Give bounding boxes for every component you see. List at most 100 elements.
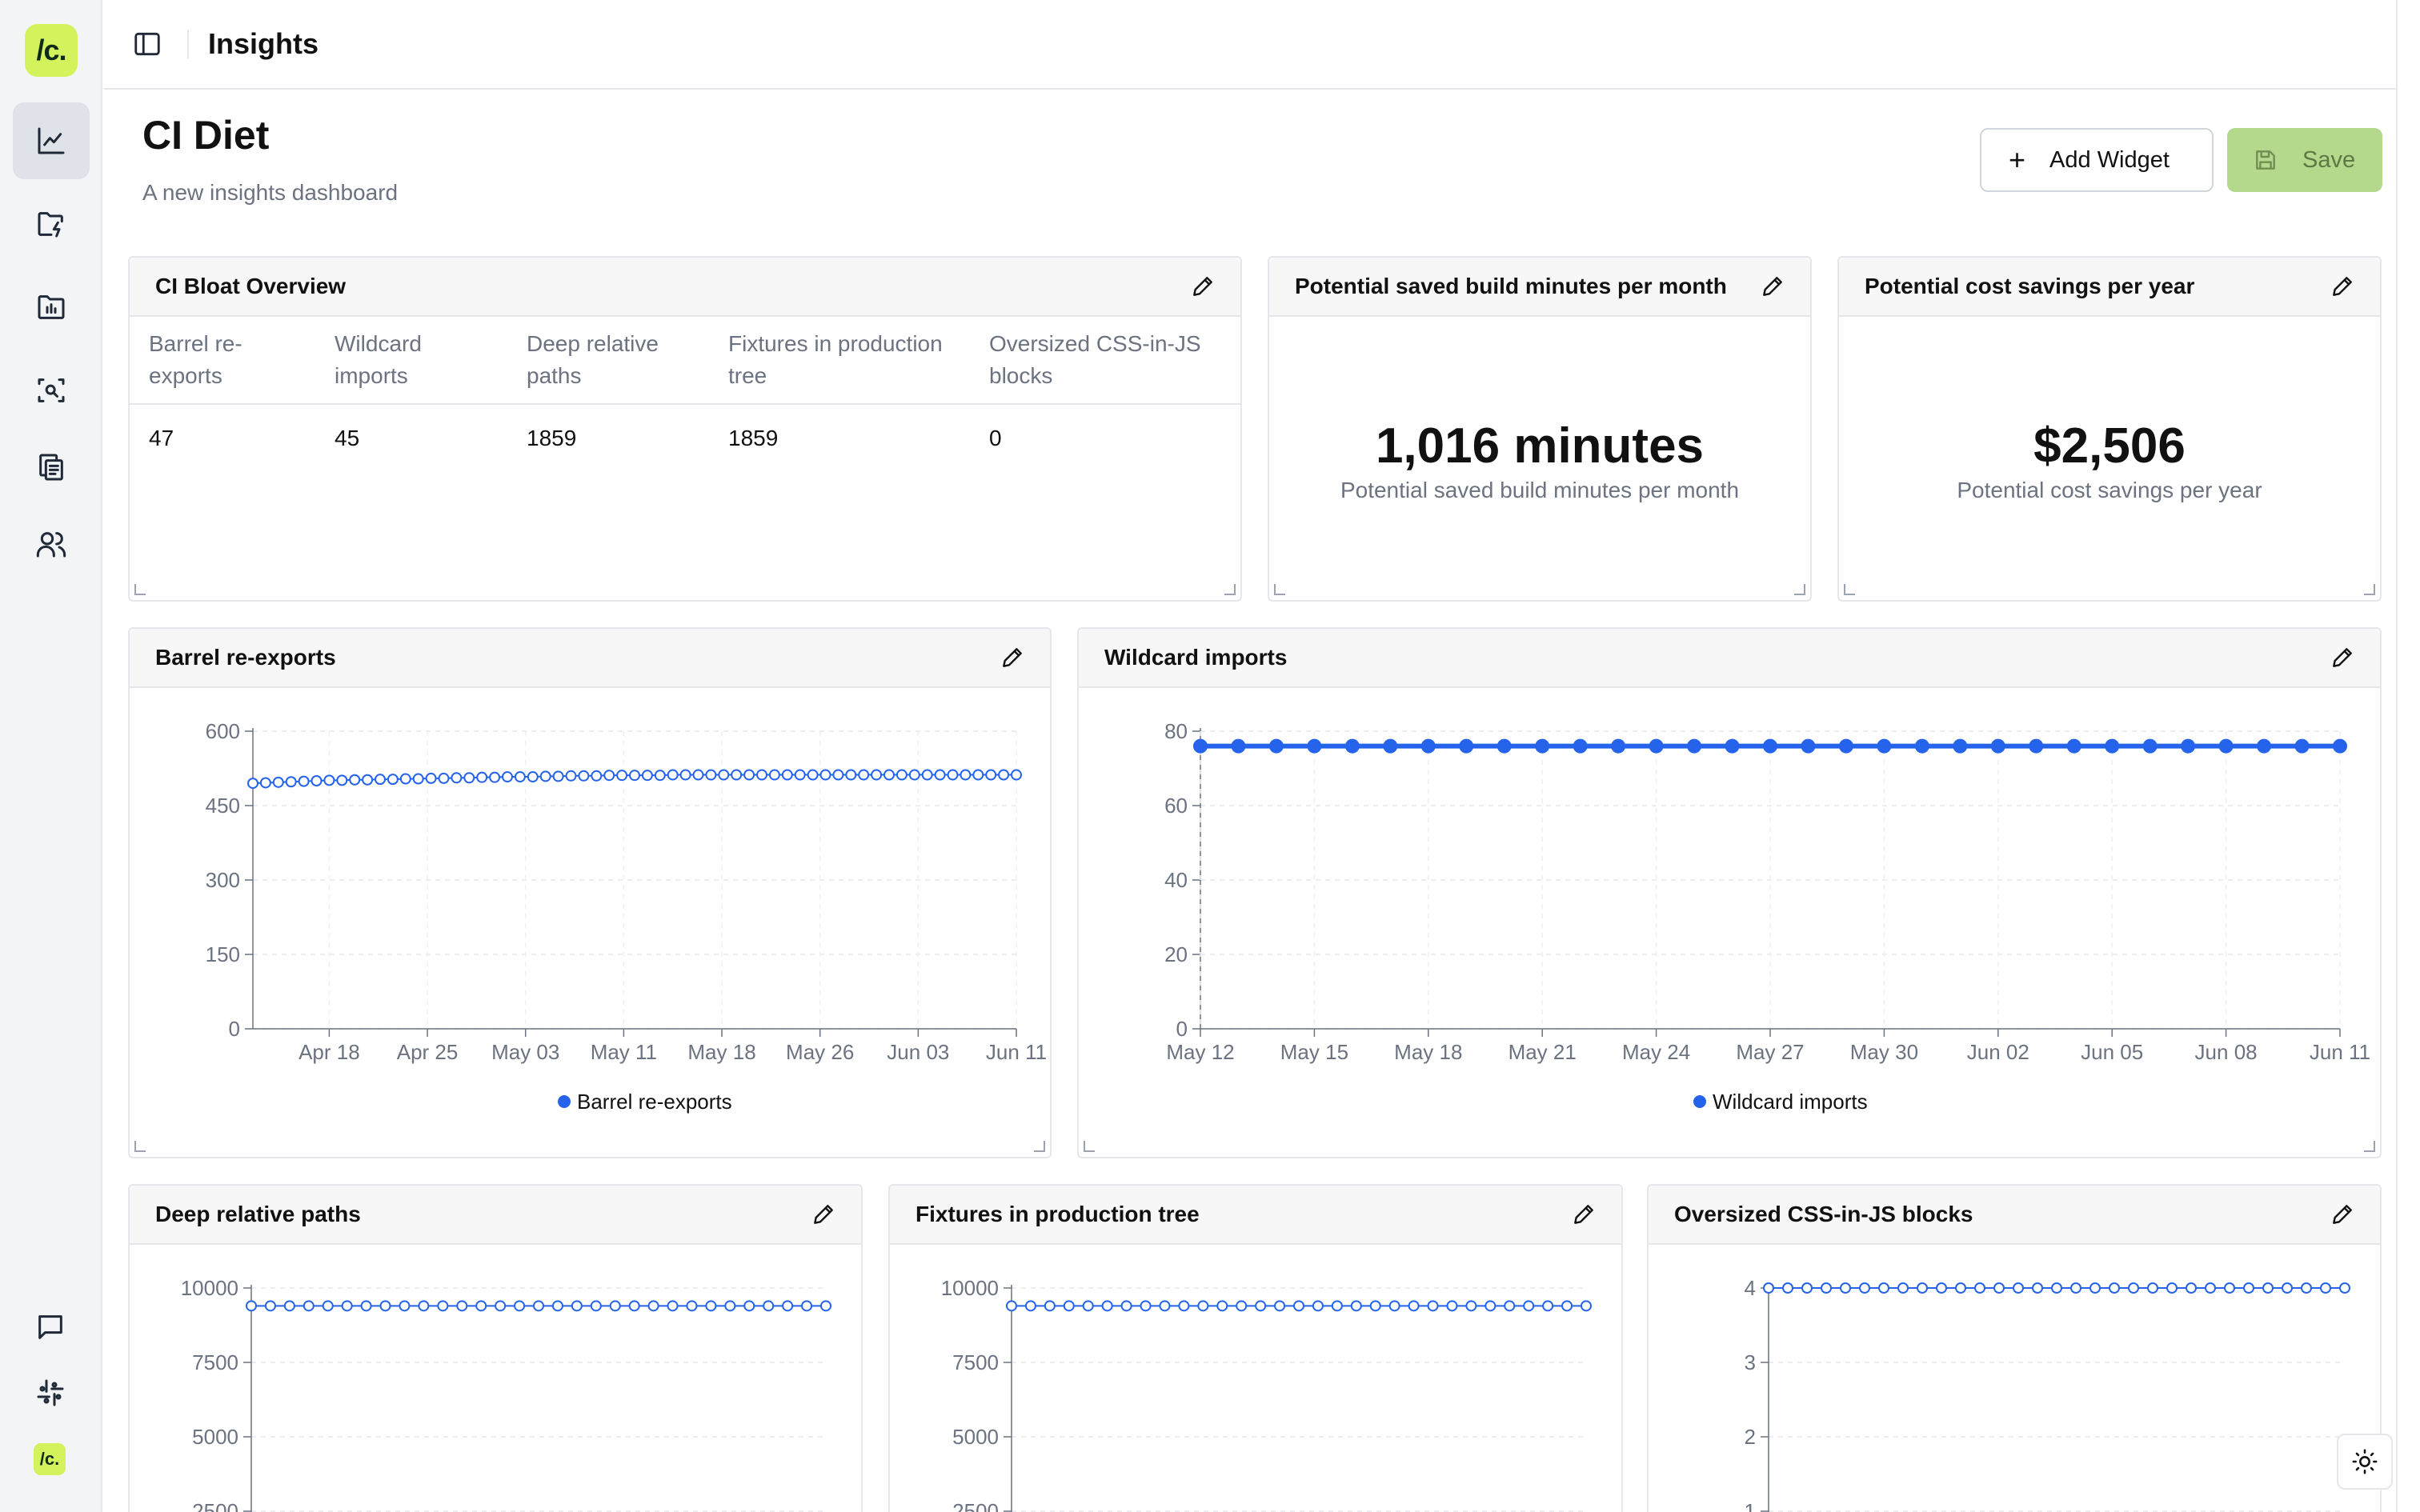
widget-fixtures-production[interactable]: Fixtures in production tree 2500 5000 7500… <box>888 1184 1623 1512</box>
widget-wildcard-imports[interactable]: Wildcard imports 0 20 40 60 80 May 12 May 15 Ma… <box>1077 627 2382 1158</box>
sidebar-item-scan[interactable] <box>13 352 90 429</box>
widget-deep-relative-paths[interactable]: Deep relative paths 2500 5000 7500 10000 <box>128 1184 863 1512</box>
data-point <box>1420 738 1436 754</box>
data-point <box>781 769 793 781</box>
metric-value: 1,016 minutes <box>1375 418 1705 474</box>
y-tick-label: 10000 <box>941 1276 999 1300</box>
y-tick-label: 150 <box>206 942 240 966</box>
data-point <box>1369 1300 1381 1312</box>
resize-handle[interactable] <box>134 584 146 595</box>
pencil-icon[interactable] <box>999 644 1026 671</box>
data-point <box>794 769 806 781</box>
resize-handle[interactable] <box>2364 584 2375 595</box>
pencil-icon[interactable] <box>2329 273 2356 300</box>
data-point <box>591 770 603 782</box>
data-point <box>552 770 564 782</box>
feedback-button[interactable] <box>32 1309 69 1346</box>
widget-oversized-css-in-js[interactable]: Oversized CSS-in-JS blocks 1 2 3 4 <box>1647 1184 2382 1512</box>
sidebar-toggle-button[interactable] <box>130 26 165 62</box>
y-tick-label: 10000 <box>181 1276 238 1300</box>
bloat-table: Barrel re-exports Wildcard imports Deep … <box>130 317 1240 472</box>
data-point <box>418 1300 430 1312</box>
data-point <box>2339 1282 2350 1294</box>
data-point <box>2128 1282 2139 1294</box>
resize-handle[interactable] <box>1224 584 1236 595</box>
data-point <box>302 1300 315 1312</box>
widget-cost-savings[interactable]: Potential cost savings per year $2,506 P… <box>1837 256 2382 602</box>
pencil-icon[interactable] <box>1189 273 1216 300</box>
resize-handle[interactable] <box>2364 1141 2375 1152</box>
x-tick-label: Apr 25 <box>397 1040 459 1064</box>
widget-saved-build-minutes[interactable]: Potential saved build minutes per month … <box>1268 256 1812 602</box>
chart-legend: Wildcard imports <box>1693 1090 1868 1114</box>
widget-ci-bloat-overview[interactable]: CI Bloat Overview Barrel re-exports Wild… <box>128 256 1242 602</box>
slack-button[interactable] <box>32 1374 69 1411</box>
theme-toggle-button[interactable] <box>2337 1434 2393 1490</box>
data-point <box>1936 1282 1947 1294</box>
data-point <box>832 769 844 781</box>
workspace-logo[interactable]: /c. <box>34 1443 66 1475</box>
resize-handle[interactable] <box>1034 1141 1045 1152</box>
data-point <box>323 774 335 786</box>
data-point <box>2105 738 2120 754</box>
pencil-icon[interactable] <box>2329 644 2356 671</box>
sidebar-item-pages[interactable] <box>13 429 90 506</box>
dashboard-subtitle[interactable]: A new insights dashboard <box>142 180 399 205</box>
widget-barrel-reexports[interactable]: Barrel re-exports 0 150 300 450 600 Apr 18 Apr… <box>128 627 1052 1158</box>
data-point <box>609 1300 621 1312</box>
x-tick-label: May 15 <box>1280 1040 1348 1064</box>
data-point <box>820 1300 831 1312</box>
metric-value: $2,506 <box>2033 418 2186 474</box>
pencil-icon[interactable] <box>810 1201 837 1228</box>
x-tick-label: Jun 11 <box>986 1040 1047 1064</box>
data-point <box>1101 1300 1113 1312</box>
y-tick-label: 7500 <box>952 1350 999 1374</box>
data-point <box>551 1300 563 1312</box>
data-point <box>412 773 424 785</box>
data-point <box>495 1300 507 1312</box>
data-point <box>743 1300 755 1312</box>
resize-handle[interactable] <box>134 1141 146 1152</box>
sidebar-item-users[interactable] <box>13 506 90 582</box>
resize-handle[interactable] <box>1844 584 1855 595</box>
data-point <box>763 1300 775 1312</box>
data-point <box>692 769 704 781</box>
data-point <box>705 769 717 781</box>
data-point <box>1838 738 1853 754</box>
data-point <box>1504 1300 1516 1312</box>
widget-title: Oversized CSS-in-JS blocks <box>1674 1202 1973 1226</box>
data-point <box>539 770 551 782</box>
widget-title: Fixtures in production tree <box>916 1202 1200 1226</box>
resize-handle[interactable] <box>1084 1141 1095 1152</box>
sidebar-item-folder-chart[interactable] <box>13 269 90 346</box>
data-point <box>679 769 691 781</box>
resize-handle[interactable] <box>1794 584 1805 595</box>
sidebar-item-folder-lightning[interactable] <box>13 186 90 262</box>
data-point <box>2181 738 2196 754</box>
data-point <box>895 769 908 781</box>
data-point <box>2147 1282 2158 1294</box>
scan-search-icon <box>38 378 65 402</box>
data-point <box>341 1300 353 1312</box>
data-point <box>782 1300 794 1312</box>
pencil-icon[interactable] <box>1570 1201 1597 1228</box>
add-widget-button[interactable]: + Add Widget <box>1980 128 2214 192</box>
data-point <box>2109 1282 2120 1294</box>
widget-header: Deep relative paths <box>130 1186 861 1245</box>
data-point <box>1140 1300 1152 1312</box>
data-point <box>571 1300 583 1312</box>
pencil-icon[interactable] <box>1759 273 1786 300</box>
data-point <box>399 773 411 785</box>
dashboard-title[interactable]: CI Diet <box>142 113 270 158</box>
column-header: Wildcard imports <box>315 317 507 405</box>
data-point <box>1383 738 1398 754</box>
data-point <box>2218 738 2234 754</box>
sidebar-item-insights[interactable] <box>13 102 90 179</box>
app-logo[interactable]: /c. <box>25 24 78 77</box>
resize-handle[interactable] <box>1274 584 1285 595</box>
data-point <box>399 1300 411 1312</box>
data-point <box>1763 1282 1774 1294</box>
save-button[interactable]: Save <box>2227 128 2382 192</box>
pencil-icon[interactable] <box>2329 1201 2356 1228</box>
widget-header: Oversized CSS-in-JS blocks <box>1649 1186 2380 1245</box>
